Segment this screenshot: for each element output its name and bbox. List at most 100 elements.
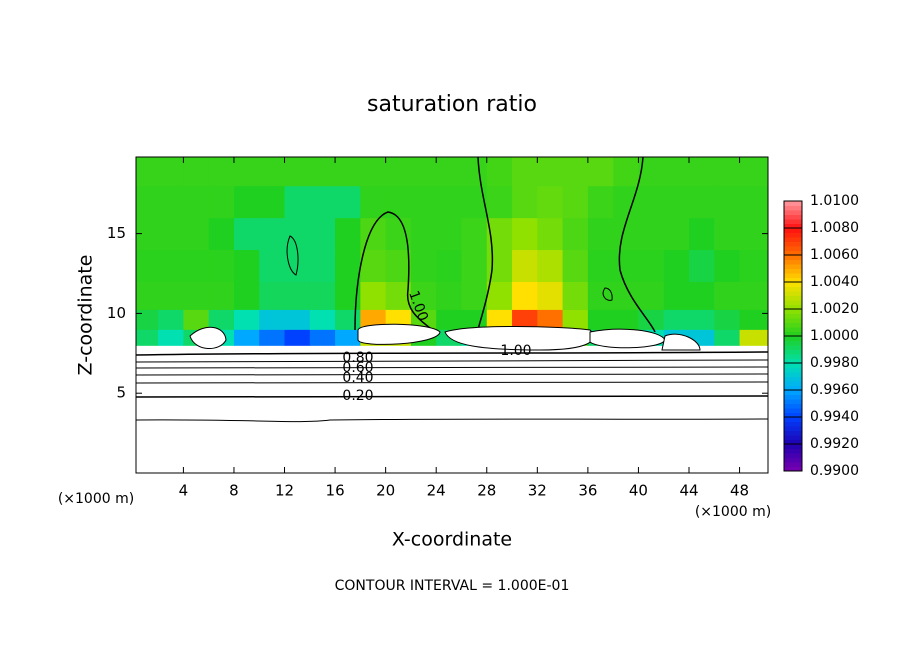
cell	[183, 157, 210, 187]
cell	[183, 417, 210, 474]
colorbar-swatch	[784, 232, 802, 238]
cell	[360, 373, 387, 418]
cell	[461, 281, 488, 310]
cell	[360, 281, 387, 310]
cell	[562, 185, 589, 219]
colorbar-label: 1.0100	[810, 193, 859, 209]
x-tick-label: 48	[730, 482, 749, 500]
cell	[714, 345, 741, 374]
cell	[486, 373, 513, 418]
cell	[233, 185, 260, 219]
colorbar-swatch	[784, 295, 802, 301]
cell	[360, 249, 387, 282]
x-unit-label: (×1000 m)	[695, 504, 771, 520]
colorbar-swatch	[784, 444, 802, 449]
cell	[436, 309, 462, 330]
colorbar-label: 1.0080	[810, 220, 859, 236]
cell	[537, 373, 564, 418]
colorbar-swatch	[784, 228, 802, 233]
colorbar-swatch	[784, 408, 802, 413]
cell	[587, 281, 614, 310]
cell	[410, 309, 437, 330]
cell	[638, 309, 665, 330]
cell	[233, 373, 260, 418]
x-tick-label: 12	[275, 482, 294, 500]
x-tick-label: 32	[528, 482, 547, 500]
cell	[461, 373, 488, 418]
cell	[689, 249, 715, 282]
colorbar-swatch	[784, 376, 802, 382]
colorbar-swatch	[784, 403, 802, 409]
cell	[136, 329, 159, 346]
cell	[309, 309, 336, 330]
cell	[335, 249, 361, 282]
cell	[284, 329, 311, 346]
colorbar-swatch	[784, 426, 802, 431]
cell	[385, 417, 412, 474]
cell	[739, 281, 769, 310]
cell	[512, 249, 538, 282]
cell	[136, 373, 159, 418]
x-tick-label: 28	[477, 482, 496, 500]
contour-line	[135, 366, 769, 369]
colorbar-swatch	[784, 385, 802, 391]
x-tick-label: 20	[376, 482, 395, 500]
colorbar-swatch	[784, 255, 802, 260]
cell	[259, 329, 286, 346]
colorbar-swatch	[784, 331, 802, 337]
cell	[689, 417, 715, 474]
cell	[410, 345, 437, 374]
plot-frame	[135, 156, 769, 474]
cell	[663, 217, 690, 251]
cell	[512, 373, 538, 418]
colorbar-swatch	[784, 322, 802, 328]
cell	[410, 217, 437, 251]
colorbar-swatch	[784, 282, 802, 287]
cell	[638, 185, 665, 219]
cell	[638, 345, 665, 374]
colorbar-label: 1.0060	[810, 247, 859, 263]
cell	[385, 345, 412, 374]
cell	[436, 185, 462, 219]
colorbar-swatch	[784, 367, 802, 373]
cell	[360, 185, 387, 219]
cell	[739, 185, 769, 219]
cell	[309, 281, 336, 310]
cell	[284, 373, 311, 418]
cell	[410, 281, 437, 310]
cell	[587, 309, 614, 330]
cell	[360, 345, 387, 374]
cell	[613, 345, 639, 374]
cell	[613, 157, 639, 187]
contour-line	[477, 156, 494, 331]
colorbar-swatch	[784, 273, 802, 278]
cell	[486, 309, 513, 330]
cell	[284, 157, 311, 187]
cell	[512, 217, 538, 251]
cell	[461, 157, 488, 187]
cell	[284, 185, 311, 219]
cell	[562, 373, 589, 418]
cell	[183, 373, 210, 418]
cell	[259, 217, 286, 251]
colorbar-label: 1.0040	[810, 274, 859, 290]
cell	[208, 157, 235, 187]
colorbar-swatch	[784, 453, 802, 458]
colorbar-swatch	[784, 318, 802, 323]
cloud	[189, 326, 227, 349]
colorbar-swatch	[784, 354, 802, 359]
cell	[613, 417, 639, 474]
cell	[136, 249, 159, 282]
x-tick-label: 4	[179, 482, 189, 500]
colorbar-swatch	[784, 219, 802, 224]
cell	[136, 217, 159, 251]
cell	[208, 309, 235, 330]
colorbar-label: 0.9940	[810, 409, 859, 425]
colorbar-swatch	[784, 349, 802, 355]
cell	[309, 417, 336, 474]
cell	[360, 217, 387, 251]
x-tick-label: 24	[427, 482, 446, 500]
colorbar-swatch	[784, 205, 802, 211]
cell	[136, 185, 159, 219]
colorbar-swatch	[784, 345, 802, 350]
